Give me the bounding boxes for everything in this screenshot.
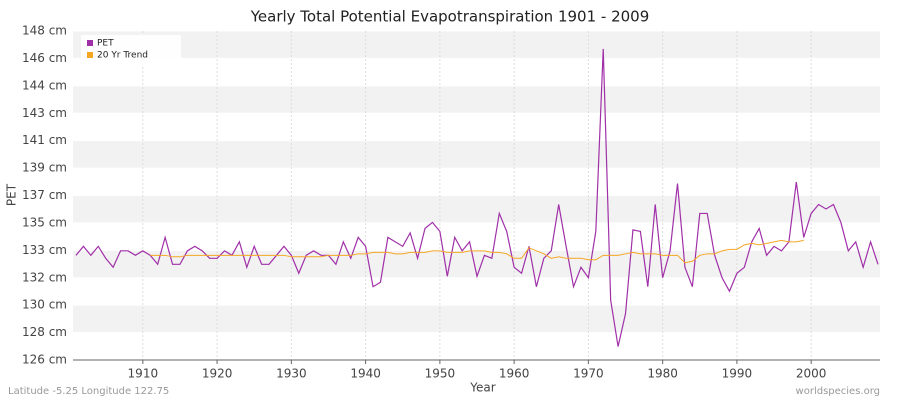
x-tick-label: 1960 xyxy=(499,367,530,381)
x-tick-label: 1910 xyxy=(128,367,159,381)
legend-label: 20 Yr Trend xyxy=(97,51,148,61)
y-tick-label: 143 cm xyxy=(22,106,67,120)
y-tick-label: 139 cm xyxy=(22,161,67,175)
x-axis-label: Year xyxy=(469,381,495,395)
grid-band xyxy=(73,140,880,169)
x-tick-label: 1990 xyxy=(722,367,753,381)
x-tick-label: 1970 xyxy=(573,367,604,381)
y-tick-label: 126 cm xyxy=(22,353,67,367)
series-line xyxy=(150,239,804,264)
y-tick-label: 135 cm xyxy=(22,215,67,229)
grid-band xyxy=(73,305,880,333)
legend-box xyxy=(81,35,181,65)
y-tick-label: 141 cm xyxy=(22,133,67,147)
legend-swatch xyxy=(87,52,93,58)
legend-swatch xyxy=(87,40,93,46)
legend-label: PET xyxy=(97,39,114,49)
y-tick-label: 128 cm xyxy=(22,325,67,339)
y-tick-label: 148 cm xyxy=(22,24,67,38)
grid-band xyxy=(73,85,880,114)
x-tick-label: 1980 xyxy=(647,367,678,381)
x-tick-label: 1920 xyxy=(202,367,233,381)
chart-title: Yearly Total Potential Evapotranspiratio… xyxy=(250,8,650,26)
y-tick-label: 133 cm xyxy=(22,243,67,257)
y-tick-label: 130 cm xyxy=(22,298,67,312)
y-tick-label: 132 cm xyxy=(22,270,67,284)
x-tick-label: 1950 xyxy=(425,367,456,381)
y-axis-label: PET xyxy=(5,183,19,206)
x-tick-label: 1930 xyxy=(276,367,307,381)
footer-left: Latitude -5.25 Longitude 122.75 xyxy=(8,386,169,397)
y-tick-label: 144 cm xyxy=(22,78,67,92)
series-line xyxy=(75,48,879,347)
grid-band xyxy=(73,195,880,223)
footer-right: worldspecies.org xyxy=(796,386,880,397)
x-tick-label: 2000 xyxy=(796,367,827,381)
y-tick-label: 146 cm xyxy=(22,51,67,65)
grid-band xyxy=(73,31,880,59)
x-tick-label: 1940 xyxy=(350,367,381,381)
y-tick-label: 137 cm xyxy=(22,188,67,202)
